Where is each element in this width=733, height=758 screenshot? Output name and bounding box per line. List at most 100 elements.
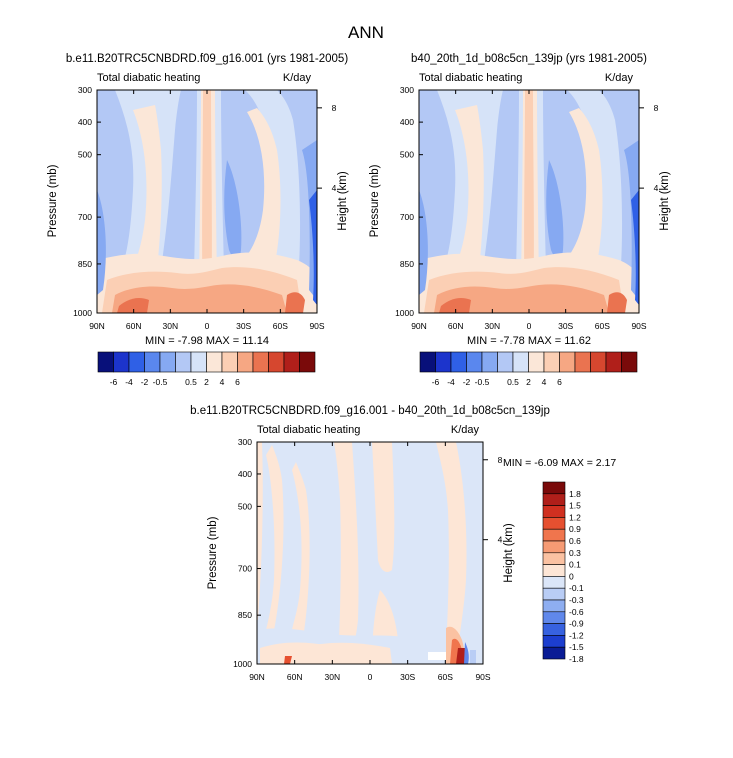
x-tick-label: 30S [400, 672, 415, 682]
colorbar-label: -4 [447, 377, 455, 387]
colorbar-box [543, 351, 560, 373]
y-tick-label: 850 [238, 610, 252, 620]
colorbar-label: 4 [542, 377, 547, 387]
colorbar-box [542, 493, 566, 506]
colorbar-box [574, 351, 591, 373]
colorbar-box [542, 552, 566, 565]
x-tick-label: 30N [325, 672, 341, 682]
y-tick-label: 850 [78, 259, 92, 269]
panel-c-right-subtitle: K/day [451, 424, 480, 436]
x-tick-label: 60N [448, 321, 464, 331]
y-tick-label: 400 [238, 469, 252, 479]
colorbar-box [542, 623, 566, 636]
panel-a-title: b.e11.B20TRC5CNBDRD.f09_g16.001 (yrs 198… [66, 53, 348, 65]
colorbar-label: 0.3 [569, 548, 581, 558]
panel-b-axes: 90N 60N 30N 0 30S 60S 90S 300 400 500 700 850 1000 8 4 [395, 85, 659, 331]
colorbar-label: -2 [141, 377, 149, 387]
panel-a-axes: 90N 60N 30N 0 30S 60S 90S 300 400 500 700 850 1000 8 4 [73, 85, 337, 331]
colorbar-box [542, 540, 566, 554]
colorbar-box [268, 351, 285, 373]
panel-a: b.e11.B20TRC5CNBDRD.f09_g16.001 (yrs 198… [47, 53, 349, 387]
panel-a-left-subtitle: Total diabatic heating [97, 72, 200, 84]
y2-tick-label: 8 [498, 455, 503, 465]
y-tick-label: 500 [238, 501, 252, 511]
panel-c-colorbar: 1.81.51.20.90.60.30.10-0.1-0.3-0.6-0.9-1… [542, 481, 584, 664]
panel-b: b40_20th_1d_b08c5cn_139jp (yrs 1981-2005… [369, 53, 671, 387]
y-tick-label: 400 [400, 117, 414, 127]
colorbar-label: 0 [569, 571, 574, 581]
colorbar-box [419, 351, 436, 373]
x-tick-label: 90S [309, 321, 324, 331]
colorbar-label: 6 [235, 377, 240, 387]
panel-a-ylabel: Pressure (mb) [47, 164, 59, 237]
colorbar-label: -0.6 [569, 607, 584, 617]
colorbar-box [542, 587, 566, 601]
panel-b-colorbar: -6 -4 -2 -0.5 0.5 2 4 6 [419, 351, 638, 387]
x-tick-label: 60S [595, 321, 610, 331]
colorbar-label: 4 [220, 377, 225, 387]
x-tick-label: 60S [438, 672, 453, 682]
y2-tick-label: 4 [498, 535, 503, 545]
colorbar-box [144, 351, 161, 373]
colorbar-label: 0.5 [507, 377, 519, 387]
panel-c-axes: 90N 60N 30N 0 30S 60S 90S 300 400 500 700 850 1000 8 4 [233, 437, 503, 682]
y2-tick-label: 4 [332, 183, 337, 193]
colorbar-box [237, 351, 254, 373]
colorbar-label: 0.6 [569, 536, 581, 546]
x-tick-label: 90S [475, 672, 490, 682]
colorbar-box [542, 564, 566, 577]
colorbar-box [466, 351, 483, 373]
x-tick-label: 30N [163, 321, 179, 331]
panel-b-y2label: Height (km) [659, 171, 671, 231]
colorbar-box [528, 351, 545, 373]
panel-b-stats: MIN = -7.78 MAX = 11.62 [467, 335, 591, 347]
panel-a-right-subtitle: K/day [283, 72, 312, 84]
colorbar-box [252, 351, 269, 373]
x-tick-label: 0 [205, 321, 210, 331]
colorbar-label: -0.9 [569, 619, 584, 629]
colorbar-box [542, 528, 566, 542]
x-tick-label: 90N [411, 321, 427, 331]
panel-a-colorbar: -6 -4 -2 -0.5 0.5 2 4 6 [97, 351, 316, 387]
colorbar-label: -1.2 [569, 630, 584, 640]
colorbar-label: -4 [125, 377, 133, 387]
y-tick-label: 300 [238, 437, 252, 447]
y2-tick-label: 4 [654, 183, 659, 193]
colorbar-label: 2 [204, 377, 209, 387]
panel-c-left-subtitle: Total diabatic heating [257, 424, 360, 436]
colorbar-box [221, 351, 238, 373]
panel-b-field [419, 90, 639, 313]
colorbar-label: 1.2 [569, 512, 581, 522]
x-tick-label: 0 [368, 672, 373, 682]
colorbar-box [542, 599, 566, 613]
panel-a-stats: MIN = -7.98 MAX = 11.14 [145, 335, 269, 347]
colorbar-box [283, 351, 300, 373]
colorbar-box [175, 351, 192, 373]
colorbar-box [590, 351, 607, 373]
y-tick-label: 700 [78, 212, 92, 222]
colorbar-label: 2 [526, 377, 531, 387]
y2-tick-label: 8 [654, 103, 659, 113]
panel-c: b.e11.B20TRC5CNBDRD.f09_g16.001 - b40_20… [190, 405, 616, 682]
x-tick-label: 30S [236, 321, 251, 331]
colorbar-label: 1.5 [569, 501, 581, 511]
colorbar-box [512, 351, 529, 373]
x-tick-label: 30S [558, 321, 573, 331]
panel-c-title: b.e11.B20TRC5CNBDRD.f09_g16.001 - b40_20… [190, 405, 550, 417]
x-tick-label: 60S [273, 321, 288, 331]
panel-a-y2label: Height (km) [337, 171, 349, 231]
x-tick-label: 0 [527, 321, 532, 331]
panel-b-left-subtitle: Total diabatic heating [419, 72, 522, 84]
panel-c-stats: MIN = -6.09 MAX = 2.17 [503, 457, 616, 469]
x-tick-label: 30N [485, 321, 501, 331]
colorbar-label: -2 [463, 377, 471, 387]
colorbar-box [435, 351, 452, 373]
colorbar-box [542, 505, 566, 518]
y2-tick-label: 8 [332, 103, 337, 113]
colorbar-label: -6 [432, 377, 440, 387]
panel-b-title: b40_20th_1d_b08c5cn_139jp (yrs 1981-2005… [411, 53, 647, 65]
x-tick-label: 90S [631, 321, 646, 331]
colorbar-label: -1.5 [569, 642, 584, 652]
colorbar-box [605, 351, 622, 373]
